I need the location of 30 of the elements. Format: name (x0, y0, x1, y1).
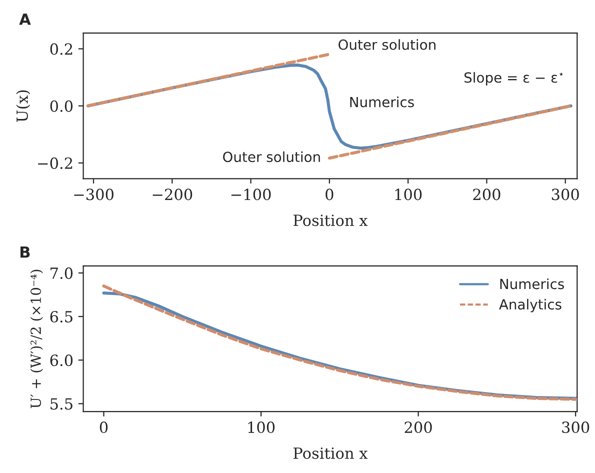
series-label: Outer solution (338, 39, 436, 50)
y-tick-label: 7.0 (50, 267, 73, 279)
chart-title: B (20, 246, 30, 258)
x-tick-label: 100 (395, 188, 422, 200)
y-tick-label: −0.2 (38, 157, 72, 169)
x-tick-label: −300 (74, 188, 114, 200)
y-tick-label: 0.0 (50, 100, 73, 112)
x-tick-label: 200 (473, 188, 500, 200)
x-tick-label: 300 (552, 188, 579, 200)
x-axis-title: Position x (294, 214, 368, 226)
annotation: Slope = ε − ε$^{⋆}$ (464, 72, 564, 86)
x-tick-label: 0 (100, 422, 108, 434)
y-axis-title: U′ + (W′)²/2 (×10⁻⁴) (30, 270, 43, 408)
x-tick-label: 100 (248, 422, 275, 434)
y-tick-label: 5.5 (50, 398, 72, 410)
series-label: Outer solution (223, 151, 320, 162)
legend-label: Numerics (500, 278, 564, 290)
x-tick-label: 0 (326, 188, 334, 200)
x-tick-label: 200 (404, 422, 432, 434)
x-tick-label: −200 (152, 188, 192, 200)
x-axis-title: Position x (294, 447, 368, 459)
y-axis-title: U(x) (16, 90, 30, 122)
y-tick-label: 6.5 (50, 310, 72, 323)
legend-label: Analytics (499, 298, 562, 312)
x-tick-label: 300 (562, 422, 590, 434)
chart-title: A (19, 14, 31, 25)
x-tick-label: −100 (231, 188, 271, 200)
series-label: Numerics (350, 96, 414, 108)
y-tick-label: 6.0 (50, 354, 73, 366)
y-tick-label: 0.2 (50, 43, 72, 55)
